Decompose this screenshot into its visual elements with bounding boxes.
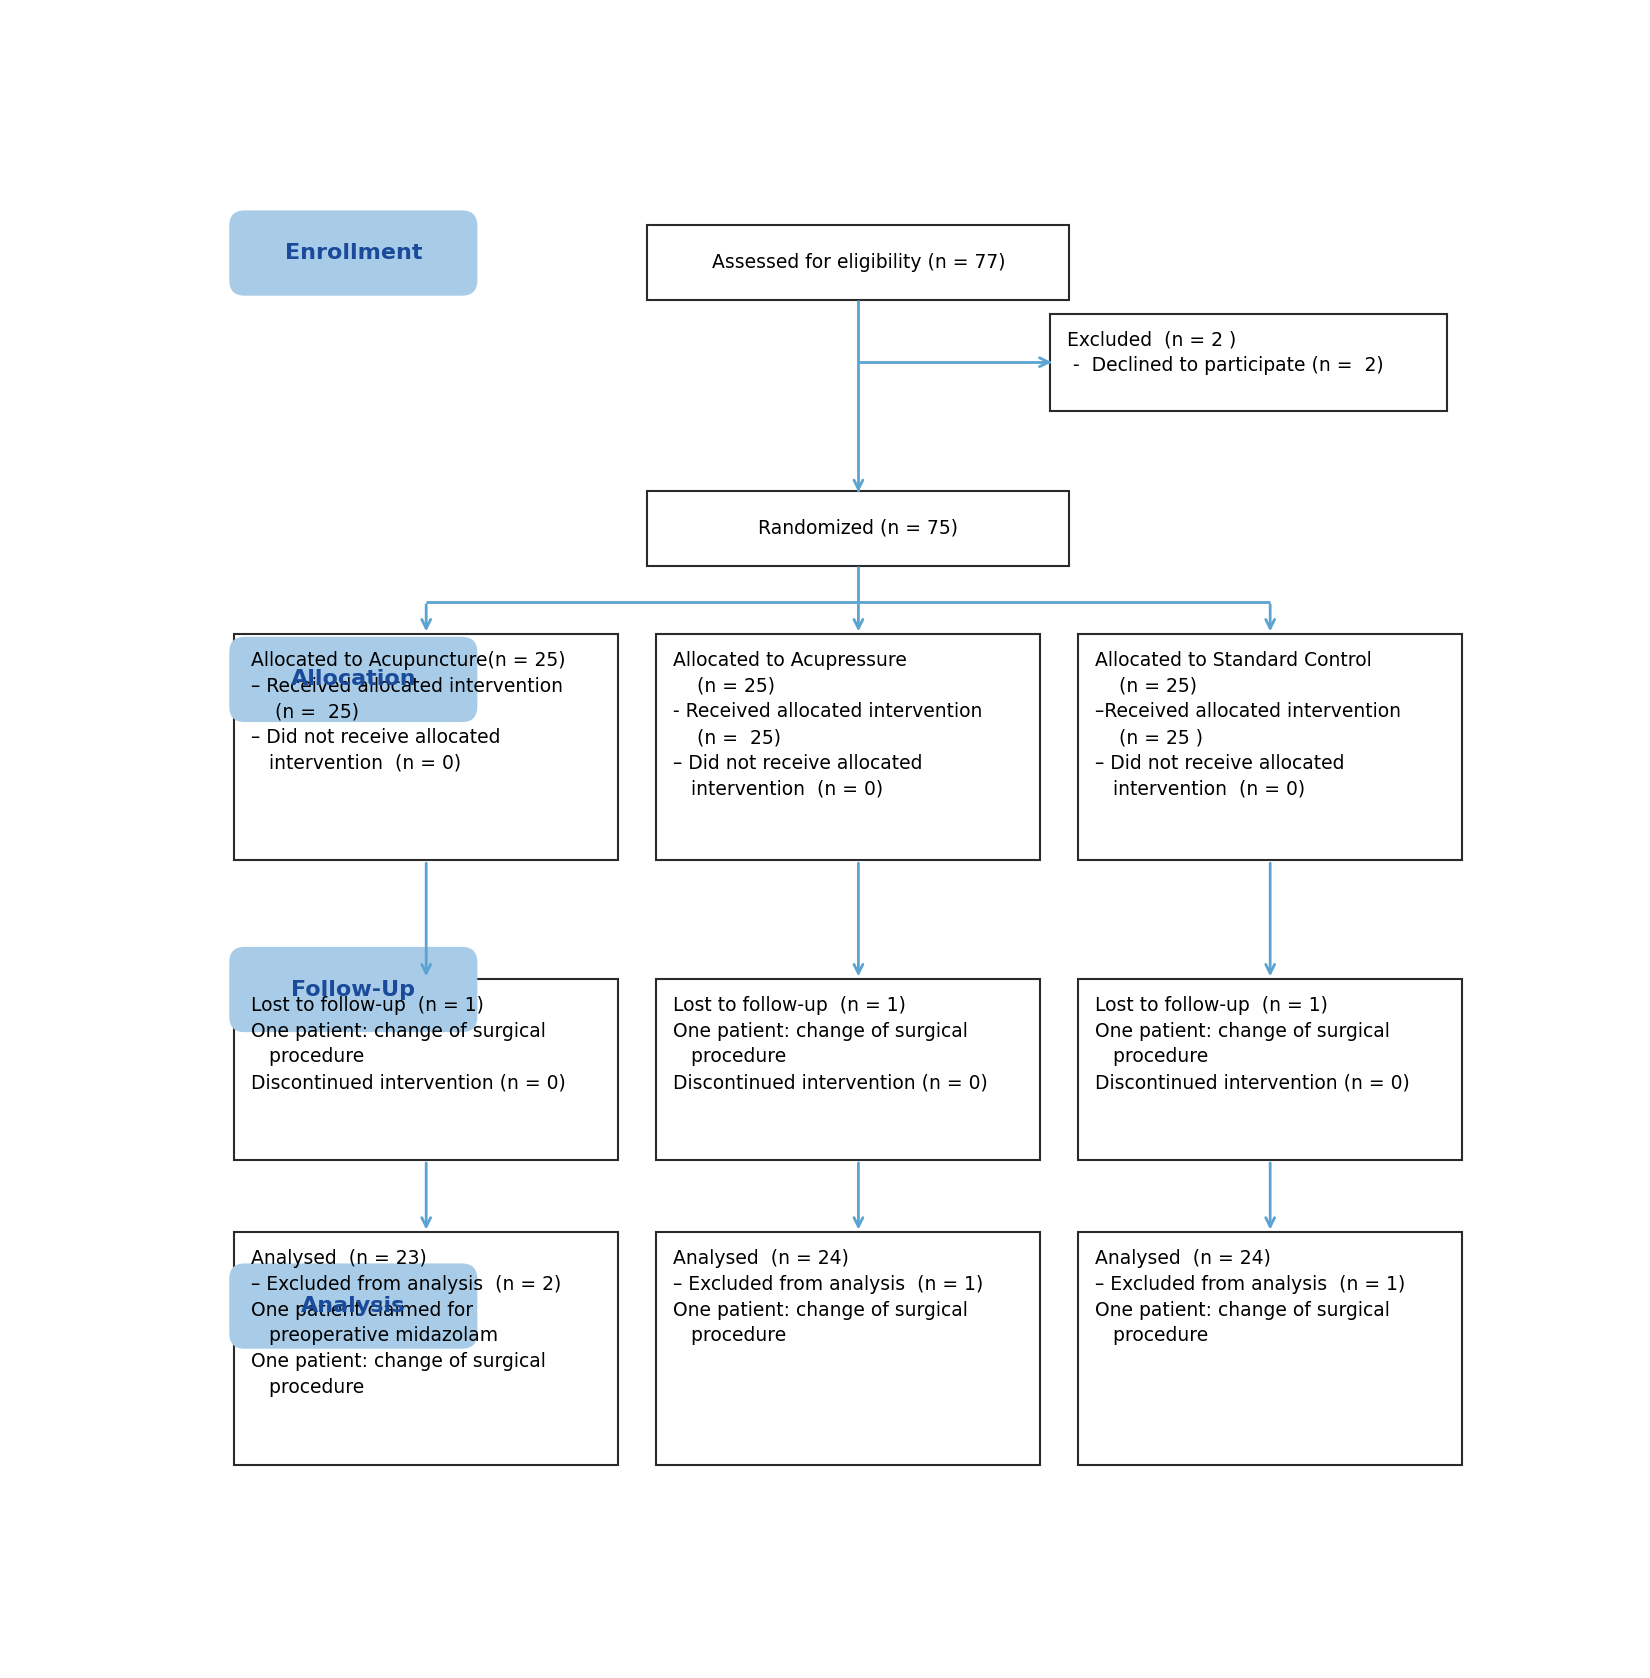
Text: Lost to follow-up  (n = 1)
One patient: change of surgical
   procedure
Disconti: Lost to follow-up (n = 1) One patient: c… (1096, 997, 1409, 1092)
FancyBboxPatch shape (229, 636, 477, 722)
FancyBboxPatch shape (657, 1232, 1040, 1465)
FancyBboxPatch shape (234, 1232, 619, 1465)
Text: Analysed  (n = 24)
– Excluded from analysis  (n = 1)
One patient: change of surg: Analysed (n = 24) – Excluded from analys… (1096, 1248, 1406, 1346)
FancyBboxPatch shape (1049, 314, 1447, 411)
Text: Analysed  (n = 24)
– Excluded from analysis  (n = 1)
One patient: change of surg: Analysed (n = 24) – Excluded from analys… (673, 1248, 983, 1346)
Text: Analysis: Analysis (300, 1295, 406, 1316)
Text: Lost to follow-up  (n = 1)
One patient: change of surgical
   procedure
Disconti: Lost to follow-up (n = 1) One patient: c… (673, 997, 988, 1092)
FancyBboxPatch shape (234, 634, 619, 861)
Text: Allocated to Acupuncture(n = 25)
– Received allocated intervention
    (n =  25): Allocated to Acupuncture(n = 25) – Recei… (251, 651, 566, 774)
Text: Randomized (n = 75): Randomized (n = 75) (759, 519, 959, 537)
FancyBboxPatch shape (657, 634, 1040, 861)
FancyBboxPatch shape (229, 946, 477, 1032)
Text: Allocation: Allocation (290, 670, 416, 690)
FancyBboxPatch shape (1079, 980, 1462, 1159)
Text: Allocated to Acupressure
    (n = 25)
- Received allocated intervention
    (n =: Allocated to Acupressure (n = 25) - Rece… (673, 651, 982, 799)
Text: Follow-Up: Follow-Up (292, 980, 416, 1000)
Text: Analysed  (n = 23)
– Excluded from analysis  (n = 2)
One patient claimed for
   : Analysed (n = 23) – Excluded from analys… (251, 1248, 561, 1398)
Text: Allocated to Standard Control
    (n = 25)
–Received allocated intervention
    : Allocated to Standard Control (n = 25) –… (1096, 651, 1401, 799)
FancyBboxPatch shape (1079, 1232, 1462, 1465)
Text: Lost to follow-up  (n = 1)
One patient: change of surgical
   procedure
Disconti: Lost to follow-up (n = 1) One patient: c… (251, 997, 566, 1092)
Text: Excluded  (n = 2 )
 -  Declined to participate (n =  2): Excluded (n = 2 ) - Declined to particip… (1068, 331, 1383, 376)
FancyBboxPatch shape (229, 210, 477, 295)
FancyBboxPatch shape (234, 980, 619, 1159)
FancyBboxPatch shape (647, 225, 1069, 300)
FancyBboxPatch shape (647, 490, 1069, 565)
Text: Assessed for eligibility (n = 77): Assessed for eligibility (n = 77) (711, 253, 1005, 272)
FancyBboxPatch shape (657, 980, 1040, 1159)
Text: Enrollment: Enrollment (284, 243, 422, 263)
FancyBboxPatch shape (229, 1264, 477, 1349)
FancyBboxPatch shape (1079, 634, 1462, 861)
